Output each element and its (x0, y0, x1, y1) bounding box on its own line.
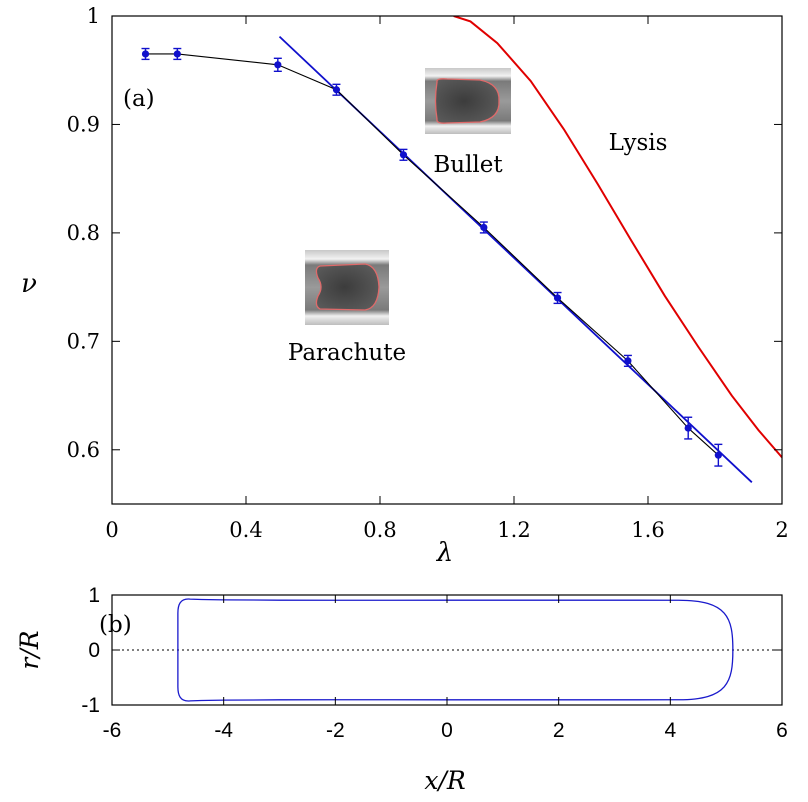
data-point (332, 86, 341, 94)
y-tick-label-a: 0.7 (67, 329, 100, 353)
x-tick-label-b: 6 (776, 719, 788, 742)
lysis-curve (453, 16, 782, 459)
y-tick-label-a: 0.9 (67, 112, 100, 136)
y-tick-label-a: 1 (87, 4, 100, 28)
data-point (714, 451, 722, 459)
data-connecting-line (145, 53, 719, 456)
x-axis-label-b: x/R (424, 766, 465, 795)
x-tick-label-a: 2 (775, 518, 788, 542)
plot-frame-a (111, 15, 783, 505)
data-point (399, 151, 408, 159)
data-point (274, 61, 282, 69)
x-tick-label-a: 0.8 (363, 518, 396, 542)
x-tick-label-a: 1.6 (631, 518, 664, 542)
data-point (173, 50, 181, 58)
chart-panel-b: -6 -4 -2 0 2 4 6 -1 0 1 (b) x/R r/R (15, 584, 788, 795)
x-tick-label-a: 0 (105, 518, 118, 542)
x-tick-label-b: -4 (214, 719, 233, 742)
chart-panel-a: 0 0.4 0.8 1.2 1.6 2 0.6 0.7 0.8 0.9 1 (a) Bullet P… (21, 4, 789, 568)
x-axis-label-a: λ (436, 538, 453, 568)
data-point (480, 223, 488, 232)
x-tick-label-b: 2 (553, 719, 565, 742)
parachute-cell-image (305, 250, 389, 325)
y-tick-label-a: 0.6 (67, 438, 100, 462)
data-point (624, 357, 632, 365)
x-tick-label-b: -2 (326, 719, 345, 742)
panel-label-a: (a) (123, 86, 155, 112)
data-point (141, 50, 150, 58)
y-tick-label-b: 1 (88, 584, 100, 607)
annotation-bullet: Bullet (433, 152, 503, 178)
panel-label-b: (b) (99, 612, 132, 638)
x-tick-label-b: 0 (441, 719, 453, 742)
data-point (684, 424, 692, 432)
bullet-cell-image (425, 68, 511, 134)
x-tick-label-a: 1.2 (497, 518, 530, 542)
y-tick-label-b: 0 (88, 639, 100, 662)
x-tick-label-b: -6 (103, 719, 122, 742)
y-axis-label-b: r/R (15, 630, 44, 669)
cell-contour (177, 598, 734, 702)
y-axis-label-a: ν (21, 269, 37, 299)
annotation-lysis: Lysis (609, 130, 668, 156)
x-tick-label-b: 4 (664, 719, 676, 742)
y-tick-label-b: -1 (81, 694, 100, 717)
annotation-parachute: Parachute (288, 340, 406, 366)
y-tick-label-a: 0.8 (67, 221, 100, 245)
x-tick-label-a: 0.4 (229, 518, 262, 542)
data-point (553, 294, 562, 302)
